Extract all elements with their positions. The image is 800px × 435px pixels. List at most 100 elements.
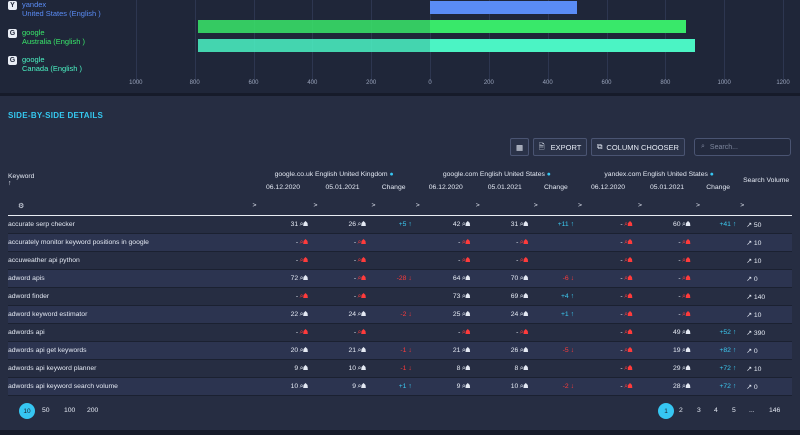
export-button[interactable]: 🗎 EXPORT	[533, 138, 587, 156]
change-header[interactable]: Change	[543, 183, 568, 191]
rank-link-icon[interactable]: ⌕☗	[518, 274, 528, 282]
date-header[interactable]: 06.12.2020	[428, 183, 463, 191]
page-button[interactable]: 5	[732, 407, 736, 414]
rank-link-icon[interactable]: ⌕☗	[460, 238, 470, 246]
filter-settings-icon[interactable]: ⚙	[8, 196, 253, 216]
keyword-cell[interactable]: adwords api get keywords	[8, 341, 253, 360]
rank-link-icon[interactable]: ⌕☗	[622, 382, 633, 390]
rank-link-icon[interactable]: ⌕☗	[298, 328, 308, 336]
filter-cell[interactable]: >	[695, 196, 741, 216]
rank-link-icon[interactable]: ⌕☗	[622, 364, 633, 372]
table-row[interactable]: adword apis 72 ⌕☗ - ⌕☗ -28 ↓ 64 ⌕☗ 70 ⌕☗ -6 ↓ -…	[8, 269, 792, 288]
date-header[interactable]: 05.01.2021	[325, 183, 360, 191]
rank-link-icon[interactable]: ⌕☗	[356, 364, 366, 372]
rank-link-icon[interactable]: ⌕☗	[518, 238, 528, 246]
rank-link-icon[interactable]: ⌕☗	[518, 346, 528, 354]
filter-cell[interactable]: >	[578, 196, 639, 216]
rank-link-icon[interactable]: ⌕☗	[680, 274, 690, 282]
page-button[interactable]: 4	[714, 407, 718, 414]
table-row[interactable]: accuweather api python - ⌕☗ - ⌕☗ - ⌕☗ - ⌕☗ - …	[8, 251, 792, 270]
table-row[interactable]: adword keyword estimator 22 ⌕☗ 24 ⌕☗ -2 ↓ 25…	[8, 305, 792, 324]
change-header[interactable]: Change	[381, 183, 406, 191]
rank-link-icon[interactable]: ⌕☗	[518, 310, 528, 318]
grid-view-button[interactable]: ▦	[510, 138, 529, 156]
rank-link-icon[interactable]: ⌕☗	[356, 292, 366, 300]
rank-link-icon[interactable]: ⌕☗	[680, 382, 690, 390]
rank-link-icon[interactable]: ⌕☗	[518, 292, 528, 300]
filter-cell[interactable]: >	[252, 196, 314, 216]
rank-link-icon[interactable]: ⌕☗	[622, 256, 633, 264]
rank-link-icon[interactable]: ⌕☗	[298, 238, 308, 246]
rank-link-icon[interactable]: ⌕☗	[298, 346, 308, 354]
rank-link-icon[interactable]: ⌕☗	[356, 310, 366, 318]
table-row[interactable]: adwords api get keywords 20 ⌕☗ 21 ⌕☗ -1 ↓ 21…	[8, 341, 792, 360]
rank-link-icon[interactable]: ⌕☗	[680, 292, 690, 300]
rank-link-icon[interactable]: ⌕☗	[460, 382, 470, 390]
date-header[interactable]: 06.12.2020	[265, 183, 300, 191]
rank-link-icon[interactable]: ⌕☗	[298, 310, 308, 318]
page-size-option[interactable]: 10	[19, 403, 35, 419]
keyword-cell[interactable]: accurate serp checker	[8, 215, 253, 234]
rank-link-icon[interactable]: ⌕☗	[622, 220, 633, 228]
rank-link-icon[interactable]: ⌕☗	[680, 310, 690, 318]
rank-link-icon[interactable]: ⌕☗	[460, 256, 470, 264]
keyword-cell[interactable]: adwords api keyword planner	[8, 359, 253, 378]
filter-cell[interactable]: >	[475, 196, 534, 216]
rank-link-icon[interactable]: ⌕☗	[356, 238, 366, 246]
date-header[interactable]: 05.01.2021	[487, 183, 522, 191]
rank-link-icon[interactable]: ⌕☗	[356, 274, 366, 282]
page-size-option[interactable]: 200	[87, 407, 99, 414]
rank-link-icon[interactable]: ⌕☗	[680, 220, 690, 228]
rank-link-icon[interactable]: ⌕☗	[460, 328, 470, 336]
filter-cell[interactable]: >	[638, 196, 696, 216]
page-button[interactable]: 3	[697, 407, 701, 414]
rank-link-icon[interactable]: ⌕☗	[298, 220, 308, 228]
keyword-header[interactable]: Keyword ↑	[8, 164, 252, 196]
page-size-option[interactable]: 50	[42, 407, 50, 414]
rank-link-icon[interactable]: ⌕☗	[298, 292, 308, 300]
chart-bar[interactable]	[430, 1, 578, 14]
rank-link-icon[interactable]: ⌕☗	[518, 220, 528, 228]
table-row[interactable]: adword finder - ⌕☗ - ⌕☗ 73 ⌕☗ 69 ⌕☗ +4 ↑ - ⌕☗ -…	[8, 287, 792, 306]
rank-link-icon[interactable]: ⌕☗	[518, 382, 528, 390]
table-row[interactable]: accurately monitor keyword positions in …	[8, 233, 792, 252]
page-button[interactable]: 2	[679, 407, 683, 414]
rank-link-icon[interactable]: ⌕☗	[622, 328, 633, 336]
keyword-cell[interactable]: accurately monitor keyword positions in …	[8, 233, 253, 252]
rank-link-icon[interactable]: ⌕☗	[298, 382, 308, 390]
page-size-option[interactable]: 100	[64, 407, 76, 414]
rank-link-icon[interactable]: ⌕☗	[298, 274, 308, 282]
filter-cell[interactable]: >	[415, 196, 476, 216]
table-row[interactable]: adwords api - ⌕☗ - ⌕☗ - ⌕☗ - ⌕☗ - ⌕☗ 49 ⌕☗ +52 …	[8, 323, 792, 342]
rank-link-icon[interactable]: ⌕☗	[356, 220, 366, 228]
rank-link-icon[interactable]: ⌕☗	[622, 274, 633, 282]
rank-link-icon[interactable]: ⌕☗	[460, 364, 470, 372]
keyword-cell[interactable]: adwords api	[8, 323, 253, 342]
table-row[interactable]: adwords api keyword planner 9 ⌕☗ 10 ⌕☗ -1 ↓…	[8, 359, 792, 378]
rank-link-icon[interactable]: ⌕☗	[356, 328, 366, 336]
rank-link-icon[interactable]: ⌕☗	[622, 292, 633, 300]
filter-cell[interactable]: >	[313, 196, 372, 216]
chart-bar-negative[interactable]	[197, 39, 430, 52]
rank-link-icon[interactable]: ⌕☗	[622, 310, 633, 318]
rank-link-icon[interactable]: ⌕☗	[460, 292, 470, 300]
date-header[interactable]: 05.01.2021	[650, 183, 685, 191]
rank-link-icon[interactable]: ⌕☗	[622, 238, 633, 246]
rank-link-icon[interactable]: ⌕☗	[680, 328, 690, 336]
keyword-cell[interactable]: accuweather api python	[8, 251, 253, 270]
chart-bar[interactable]	[430, 20, 686, 33]
keyword-cell[interactable]: adwords api keyword search volume	[8, 377, 253, 396]
rank-link-icon[interactable]: ⌕☗	[460, 220, 470, 228]
search-input[interactable]: ⌕ Search...	[694, 138, 791, 156]
keyword-cell[interactable]: adword keyword estimator	[8, 305, 253, 324]
rank-link-icon[interactable]: ⌕☗	[518, 328, 528, 336]
filter-cell[interactable]: >	[371, 196, 416, 216]
rank-link-icon[interactable]: ⌕☗	[680, 238, 690, 246]
table-row[interactable]: adwords api keyword search volume 10 ⌕☗ 9 …	[8, 377, 792, 396]
column-chooser-button[interactable]: ⧉ COLUMN CHOOSER	[591, 138, 685, 156]
rank-link-icon[interactable]: ⌕☗	[298, 364, 308, 372]
change-header[interactable]: Change	[706, 183, 731, 191]
rank-link-icon[interactable]: ⌕☗	[680, 364, 690, 372]
keyword-cell[interactable]: adword finder	[8, 287, 253, 306]
date-header[interactable]: 06.12.2020	[591, 183, 626, 191]
